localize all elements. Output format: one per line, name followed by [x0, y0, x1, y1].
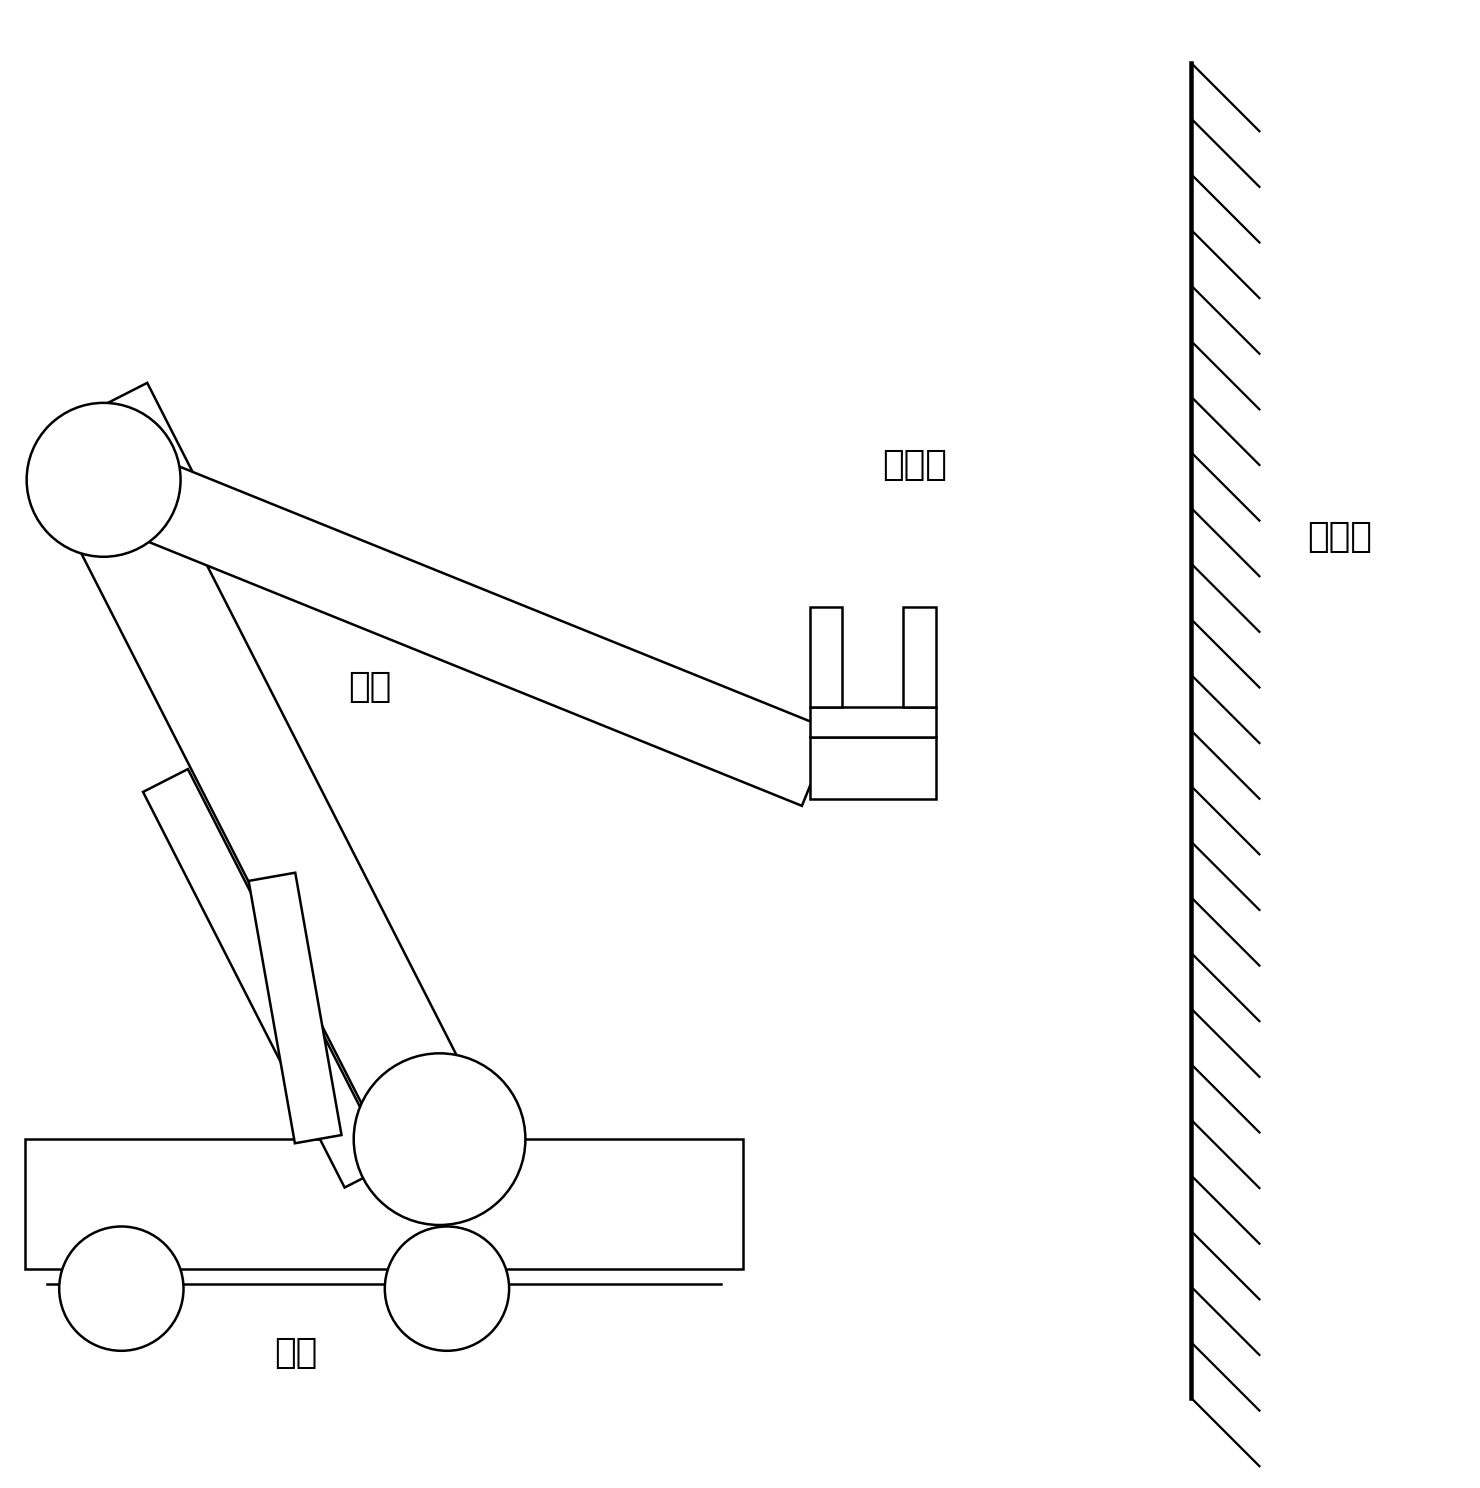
- Text: 底盘: 底盘: [274, 1336, 318, 1370]
- Text: 工作面: 工作面: [1307, 519, 1372, 554]
- Circle shape: [27, 403, 181, 557]
- Text: 工作斗: 工作斗: [882, 448, 947, 482]
- Polygon shape: [144, 769, 389, 1187]
- Bar: [810, 707, 935, 737]
- Polygon shape: [89, 442, 832, 806]
- Polygon shape: [56, 455, 487, 1164]
- Circle shape: [59, 1226, 184, 1351]
- Text: 臂架: 臂架: [348, 670, 392, 704]
- Circle shape: [354, 1054, 525, 1225]
- Polygon shape: [105, 382, 207, 522]
- Bar: [810, 737, 935, 799]
- Bar: [903, 607, 935, 707]
- Circle shape: [385, 1226, 509, 1351]
- Polygon shape: [249, 872, 342, 1143]
- Bar: [25, 1140, 743, 1269]
- Bar: [810, 607, 842, 707]
